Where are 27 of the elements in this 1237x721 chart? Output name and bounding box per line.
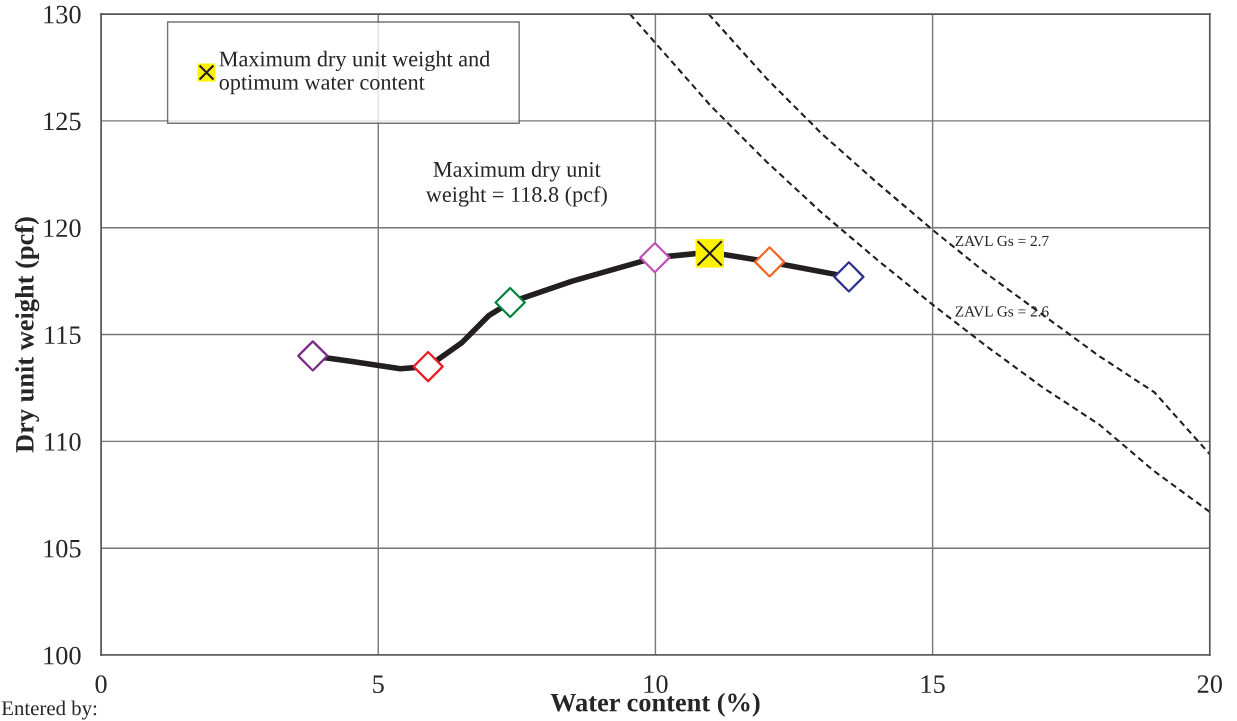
point <box>412 350 444 383</box>
y-axis-title: Dry unit weight (pcf) <box>14 217 40 453</box>
y-tick-label: 130 <box>44 5 81 24</box>
y-tick-label: 100 <box>44 646 81 665</box>
x-tick-label: 5 <box>373 675 384 694</box>
point <box>833 261 865 293</box>
line-series <box>707 14 1210 456</box>
point <box>753 246 786 278</box>
legend-label: Maximum dry unit weight and optimum water content <box>219 50 491 95</box>
x-tick-label: 0 <box>95 675 107 694</box>
y-tick-label: 125 <box>44 112 81 131</box>
x-tick-label: 10 <box>644 675 668 694</box>
x-tick-label: 15 <box>921 675 945 694</box>
point <box>297 340 329 372</box>
line-series <box>628 14 1210 513</box>
point <box>639 241 671 274</box>
point <box>494 286 526 319</box>
y-tick-label: 120 <box>44 219 81 238</box>
y-tick-label: 110 <box>45 432 81 451</box>
annotation: Maximum dry unit weight = 118.8 (pcf) <box>425 161 607 207</box>
x-axis-title: Water content (%) <box>550 692 760 717</box>
text: Entered by: <box>1 700 97 720</box>
x-tick-label: 20 <box>1197 675 1222 694</box>
series-label: ZAVL Gs = 2.7 <box>955 235 1049 247</box>
y-tick-label: 115 <box>45 326 81 344</box>
series-label: ZAVL Gs = 2.6 <box>955 306 1049 317</box>
y-tick-label: 105 <box>44 539 81 558</box>
